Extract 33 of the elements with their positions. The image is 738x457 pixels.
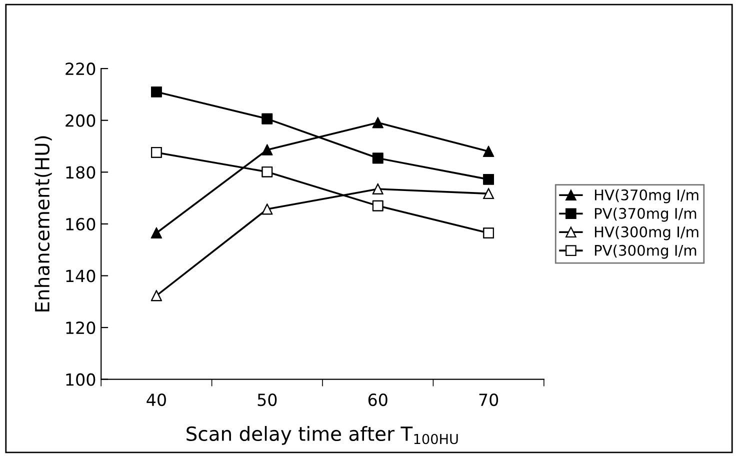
- y-tick-label: 180: [66, 166, 96, 179]
- point: [372, 117, 384, 128]
- y-tick-label: 140: [66, 270, 96, 282]
- point: [483, 174, 494, 185]
- y-tick-label: 160: [66, 218, 96, 230]
- y-tick-label: 220: [66, 62, 96, 76]
- x-tick-label: 40: [146, 393, 166, 406]
- legend-label: PV(300mg I/m: [594, 244, 696, 259]
- point: [262, 204, 273, 215]
- point: [483, 188, 494, 200]
- x-axis-title: Scan delay time after T$_{100HU}$: [186, 426, 458, 445]
- x-tick-label: 70: [479, 393, 498, 406]
- point: [372, 184, 384, 194]
- point: [262, 144, 273, 156]
- point: [151, 147, 162, 158]
- y-axis-title: Enhancement(HU): [34, 136, 52, 312]
- point: [483, 228, 494, 238]
- y-tick-label: 120: [66, 321, 96, 334]
- point: [262, 166, 273, 178]
- legend-label: PV(370mg I/m: [594, 208, 696, 222]
- x-tick-label: 50: [258, 393, 277, 406]
- point: [151, 228, 162, 238]
- point: [483, 146, 494, 157]
- y-tick-label: 200: [66, 114, 96, 127]
- x-tick-label: 60: [368, 393, 388, 406]
- point: [151, 290, 162, 302]
- point: [372, 152, 384, 164]
- legend-label: HV(300mg I/m: [594, 226, 698, 240]
- point: [262, 113, 273, 124]
- y-tick-label: 100: [66, 373, 96, 386]
- point: [151, 86, 162, 98]
- legend-label: HV(370mg I/m: [594, 189, 698, 204]
- point: [372, 200, 384, 212]
